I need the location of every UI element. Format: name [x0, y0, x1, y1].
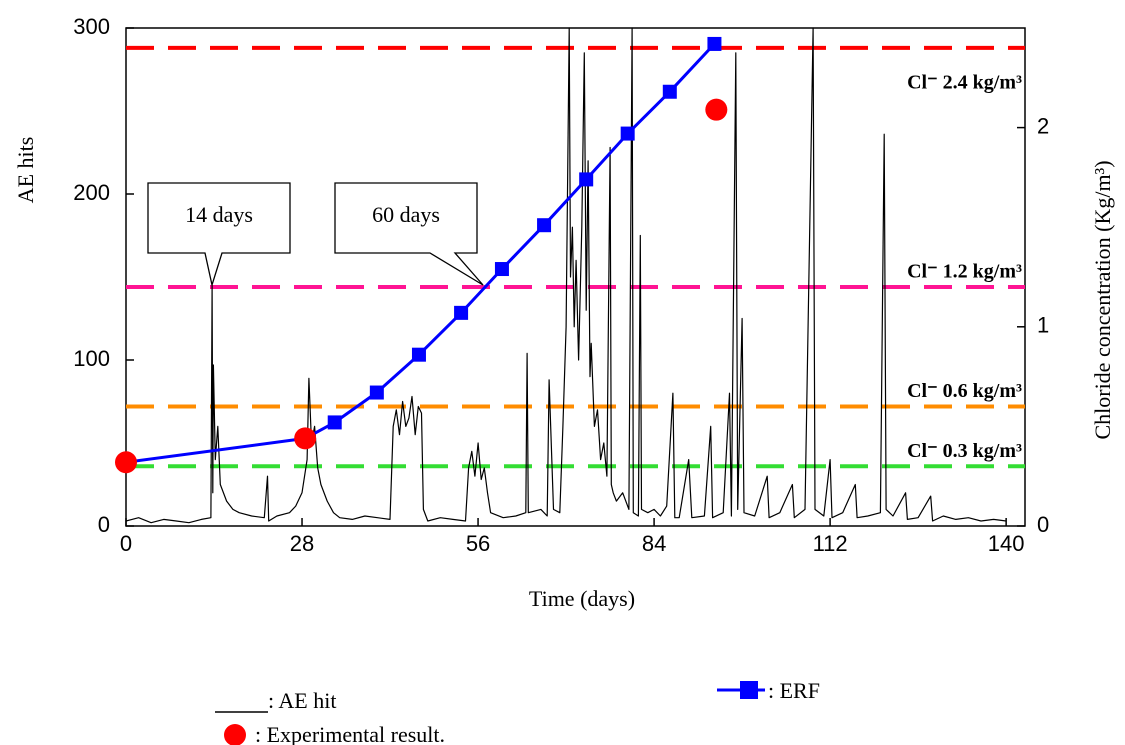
x-tick-label: 0	[120, 531, 132, 556]
marker	[620, 126, 635, 141]
y-tick-label: 0	[98, 512, 110, 537]
plot-area: 0 28 56 84 112 140 0 100 200 300 0 1 2 Cl⁻ 2.4 kg/m³ C…	[73, 14, 1049, 556]
x-tick-label: 84	[642, 531, 666, 556]
callout: 14 days 60 days	[147, 182, 484, 288]
callout-box	[334, 182, 484, 286]
marker	[579, 172, 594, 187]
legend-label: : Experimental result.	[255, 722, 445, 745]
marker	[662, 84, 677, 99]
x-tick-label: 140	[988, 531, 1025, 556]
y-tick-label: 300	[73, 14, 110, 39]
legend: : AE hit : ERF : Experimental result.	[215, 678, 820, 745]
marker	[454, 305, 469, 320]
x-tick-label: 56	[466, 531, 490, 556]
reference-label: Cl⁻ 1.2 kg/m³	[907, 261, 1022, 283]
x-tick-label: 28	[290, 531, 314, 556]
marker	[411, 347, 426, 362]
marker	[537, 218, 552, 233]
callout-text: 14 days	[185, 202, 253, 227]
legend-label: : ERF	[768, 678, 820, 703]
legend-swatch	[224, 724, 246, 745]
marker	[115, 451, 137, 474]
marker	[327, 415, 342, 430]
reference-label: Cl⁻ 0.6 kg/m³	[907, 380, 1022, 402]
legend-label: : AE hit	[268, 688, 336, 713]
callout-text: 60 days	[372, 202, 440, 227]
y2-tick-label: 2	[1037, 113, 1049, 138]
legend-swatch	[740, 681, 758, 699]
series-line	[125, 27, 1007, 524]
y-tick-label: 200	[73, 180, 110, 205]
reference-label: Cl⁻ 0.3 kg/m³	[907, 440, 1022, 462]
marker	[494, 262, 509, 277]
x-axis-label: Time (days)	[529, 586, 635, 611]
y2-tick-label: 1	[1037, 313, 1049, 338]
callout-box	[147, 182, 291, 288]
marker	[705, 98, 728, 121]
y-tick-label: 100	[73, 346, 110, 371]
marker	[707, 36, 722, 51]
y2-tick-label: 0	[1037, 512, 1049, 537]
x-tick-label: 112	[813, 531, 848, 556]
reference-label: Cl⁻ 2.4 kg/m³	[907, 72, 1022, 94]
y2-axis-label: Chloride concentration (Kg/m³)	[1090, 160, 1115, 439]
marker	[294, 427, 317, 450]
plot-frame	[125, 27, 1026, 527]
marker	[369, 385, 384, 400]
y-axis-label: AE hits	[13, 137, 38, 204]
